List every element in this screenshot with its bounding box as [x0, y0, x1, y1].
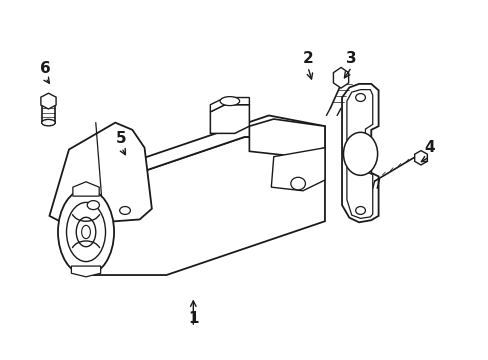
- Polygon shape: [41, 93, 56, 109]
- Polygon shape: [341, 84, 378, 222]
- Polygon shape: [73, 182, 99, 196]
- Polygon shape: [346, 90, 372, 219]
- Polygon shape: [86, 116, 325, 191]
- Ellipse shape: [220, 96, 239, 105]
- Ellipse shape: [343, 132, 377, 175]
- Ellipse shape: [66, 202, 105, 262]
- Ellipse shape: [81, 225, 90, 239]
- Text: 4: 4: [424, 140, 434, 155]
- Polygon shape: [210, 105, 249, 134]
- Polygon shape: [249, 119, 325, 157]
- Ellipse shape: [87, 201, 99, 210]
- Polygon shape: [271, 148, 325, 191]
- Text: 6: 6: [40, 61, 51, 76]
- Ellipse shape: [120, 207, 130, 215]
- Polygon shape: [414, 150, 427, 165]
- Ellipse shape: [355, 94, 365, 102]
- Polygon shape: [86, 137, 325, 275]
- Text: 2: 2: [302, 50, 313, 66]
- Text: 1: 1: [188, 311, 198, 325]
- Polygon shape: [210, 98, 249, 112]
- Ellipse shape: [290, 177, 305, 190]
- Text: 3: 3: [346, 50, 356, 66]
- Polygon shape: [49, 123, 152, 225]
- Polygon shape: [71, 266, 101, 277]
- Polygon shape: [333, 67, 348, 88]
- Ellipse shape: [58, 189, 114, 275]
- Ellipse shape: [355, 207, 365, 215]
- Ellipse shape: [41, 120, 55, 126]
- Text: 5: 5: [116, 131, 127, 146]
- Ellipse shape: [76, 217, 96, 247]
